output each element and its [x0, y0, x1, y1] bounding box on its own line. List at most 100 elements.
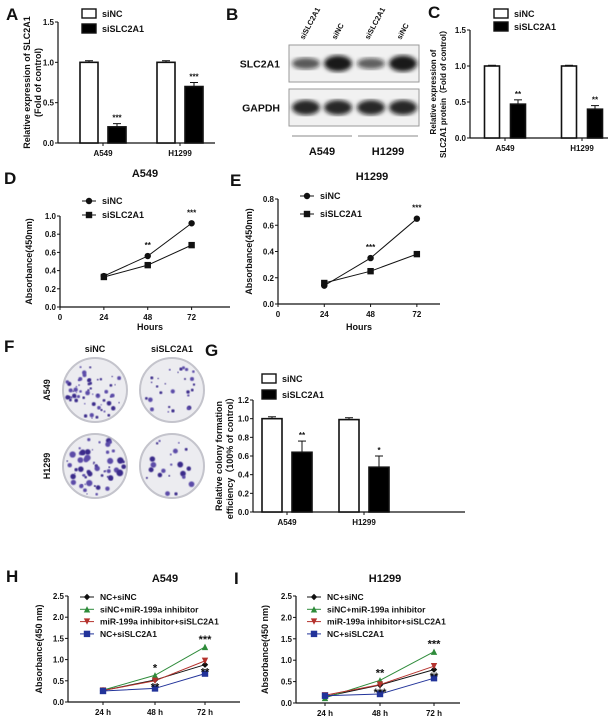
- colony: [100, 404, 102, 406]
- y-tick-label: 0.5: [281, 678, 293, 687]
- colony: [77, 457, 84, 463]
- chart-title: H1299: [356, 171, 388, 183]
- bar-siNC: [338, 418, 360, 513]
- significance-label: ***: [366, 243, 376, 252]
- y-tick-label: 0.4: [238, 471, 250, 480]
- x-tick-label: 24: [320, 310, 329, 319]
- significance-label: **: [592, 96, 599, 105]
- blot-row-label: SLC2A1: [240, 59, 280, 71]
- colony: [148, 467, 154, 473]
- data-point: [367, 267, 374, 275]
- y-tick-label: 1.0: [281, 656, 293, 665]
- panel-label-h: H: [6, 567, 18, 586]
- colony: [107, 475, 114, 481]
- colony: [75, 391, 78, 394]
- lane-label: siNC: [330, 21, 346, 41]
- significance-label: ***: [428, 639, 442, 651]
- panel-label-i: I: [234, 569, 239, 588]
- legend-swatch: [493, 21, 509, 32]
- colony: [87, 378, 91, 383]
- colony: [100, 408, 103, 412]
- colony: [86, 479, 93, 487]
- colony: [87, 471, 93, 477]
- x-tick-label: H1299: [352, 518, 376, 527]
- bar-siSLC2A1: [509, 103, 527, 139]
- colony: [94, 485, 97, 487]
- line-chart-i: 0.0 0.5 1.0 1.5 2.0 2.5 Absorbance(450 nm) 24 h…: [260, 573, 460, 718]
- colony: [96, 378, 99, 381]
- colony: [78, 384, 80, 387]
- y-axis-label: Relative colony formation: [214, 401, 224, 511]
- y-tick-label: 1.0: [43, 58, 55, 67]
- bar-siSLC2A1: [107, 126, 127, 144]
- colony: [118, 401, 120, 404]
- x-tick-label: A549: [93, 149, 113, 158]
- significance-label: ***: [189, 73, 199, 82]
- legend-label: miR-199a inhibitor+siSLC2A1: [100, 617, 219, 627]
- blot-band: [357, 100, 385, 115]
- colony: [111, 406, 116, 411]
- data-point: [430, 648, 438, 655]
- colony: [82, 473, 86, 477]
- colony: [189, 377, 195, 382]
- panel-label-b: B: [226, 5, 238, 24]
- colony: [78, 376, 83, 381]
- significance-label: **: [299, 431, 306, 440]
- lane-label: siSLC2A1: [298, 6, 322, 41]
- colony: [192, 383, 196, 386]
- colony: [168, 474, 171, 477]
- colony: [107, 413, 111, 417]
- group-label: A549: [309, 146, 335, 158]
- colony: [121, 464, 127, 470]
- bar-siNC: [483, 65, 501, 139]
- y-tick-label: 1.2: [238, 396, 250, 405]
- x-tick-label: H1299: [570, 144, 594, 153]
- legend-label: siNC+miR-199a inhibitor: [327, 604, 426, 614]
- data-point: [151, 672, 159, 679]
- legend-swatch: [261, 373, 277, 384]
- colony: [110, 394, 114, 398]
- group-label: H1299: [372, 146, 404, 158]
- colony: [79, 390, 82, 393]
- significance-label: ***: [412, 204, 422, 213]
- x-axis-label: Hours: [346, 322, 372, 332]
- culture-dish: [139, 433, 205, 499]
- colony: [186, 390, 190, 394]
- colony: [70, 473, 76, 480]
- colony: [98, 441, 101, 444]
- colony: [66, 460, 69, 462]
- x-tick-label: A549: [277, 518, 297, 527]
- series-line-siNC: [324, 218, 418, 287]
- colony: [179, 367, 183, 371]
- significance-label: **: [151, 681, 160, 693]
- colony: [79, 449, 86, 456]
- y-tick-label: 0.0: [53, 698, 65, 707]
- colony-images: siNC siSLC2A1 A549 H1299: [42, 344, 205, 499]
- legend-marker: [310, 630, 318, 638]
- data-point: [151, 685, 159, 692]
- x-tick-label: 48 h: [147, 708, 163, 717]
- legend-label: siSLC2A1: [102, 210, 144, 220]
- blot-band: [324, 100, 352, 115]
- legend-label: siSLC2A1: [514, 22, 556, 32]
- y-axis-label: Absorbance(450nm): [24, 218, 34, 305]
- colony: [192, 370, 195, 373]
- legend-swatch: [81, 23, 97, 34]
- colony: [74, 472, 76, 475]
- data-point: [144, 261, 151, 269]
- colony: [76, 395, 81, 399]
- colony: [79, 366, 82, 369]
- colony: [145, 476, 148, 479]
- column-label: siNC: [85, 344, 106, 354]
- y-tick-label: 1.0: [455, 62, 467, 71]
- colony: [174, 492, 178, 496]
- legend-label: NC+siNC: [100, 592, 137, 602]
- colony: [177, 441, 180, 444]
- chart-title: A549: [132, 168, 158, 180]
- colony: [157, 472, 163, 478]
- y-tick-label: 0.8: [45, 230, 57, 239]
- colony: [91, 449, 94, 451]
- colony: [69, 451, 76, 458]
- y-tick-label: 0.0: [45, 303, 57, 312]
- legend-marker: [303, 192, 311, 200]
